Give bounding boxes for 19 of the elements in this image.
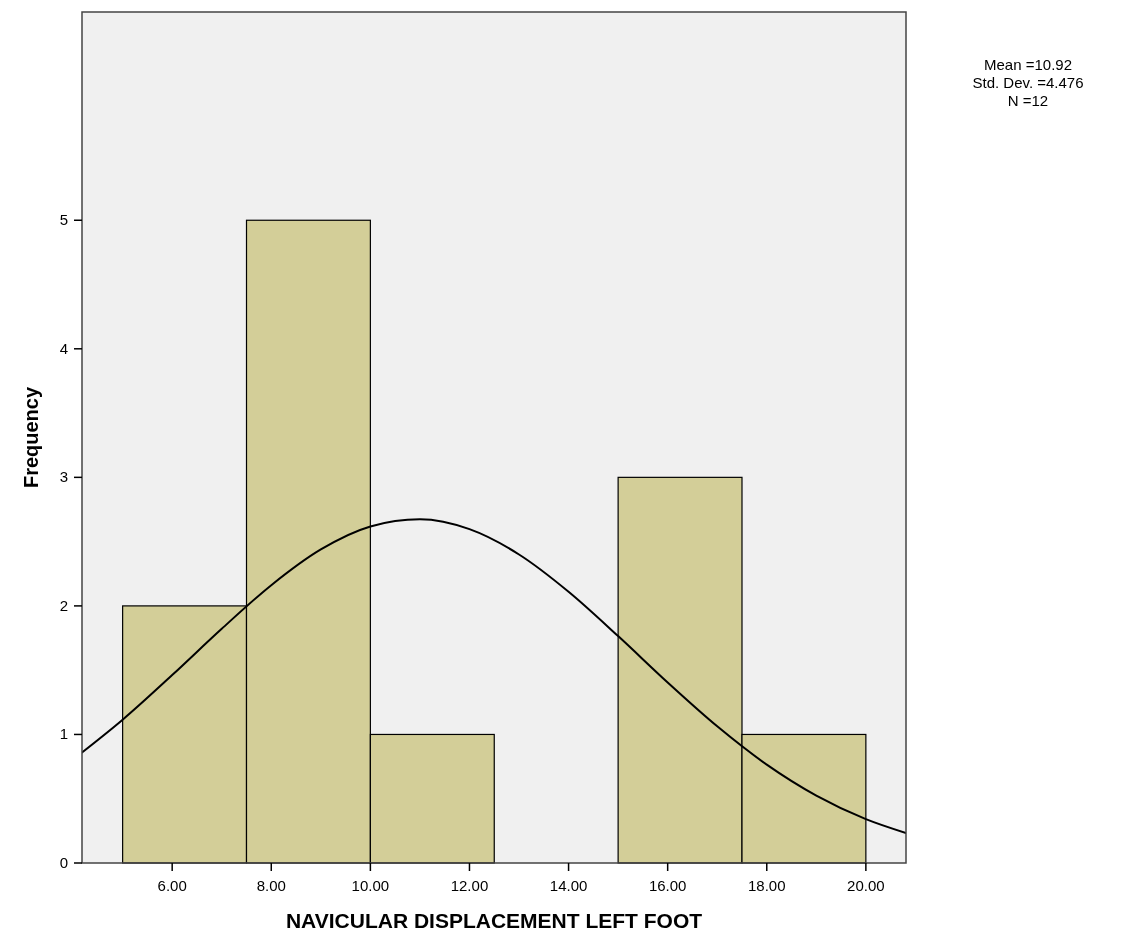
x-tick-label: 20.00 [847, 877, 885, 894]
x-tick-label: 10.00 [351, 877, 390, 894]
text: Std. Dev. =4.476 [972, 74, 1084, 91]
y-tick-label: 1 [59, 725, 68, 743]
y-axis-title: Frequency [20, 386, 42, 489]
x-tick-label: 8.00 [256, 877, 286, 894]
x-tick-label: 16.00 [648, 877, 687, 894]
text: N =12 [1007, 92, 1049, 109]
y-tick-label: 2 [59, 596, 68, 614]
x-tick-label: 6.00 [157, 877, 187, 894]
y-tick-label: 5 [59, 211, 68, 229]
y-tick-label: 4 [59, 339, 68, 357]
text: Mean =10.92 [984, 56, 1072, 73]
x-tick-label: 18.00 [747, 877, 786, 894]
y-tick-label: 3 [59, 468, 68, 486]
x-tick-label: 14.00 [549, 877, 588, 894]
x-axis-title: NAVICULAR DISPLACEMENT LEFT FOOT [285, 909, 703, 932]
x-tick-label: 12.00 [450, 877, 489, 894]
y-tick-label: 0 [59, 854, 68, 871]
